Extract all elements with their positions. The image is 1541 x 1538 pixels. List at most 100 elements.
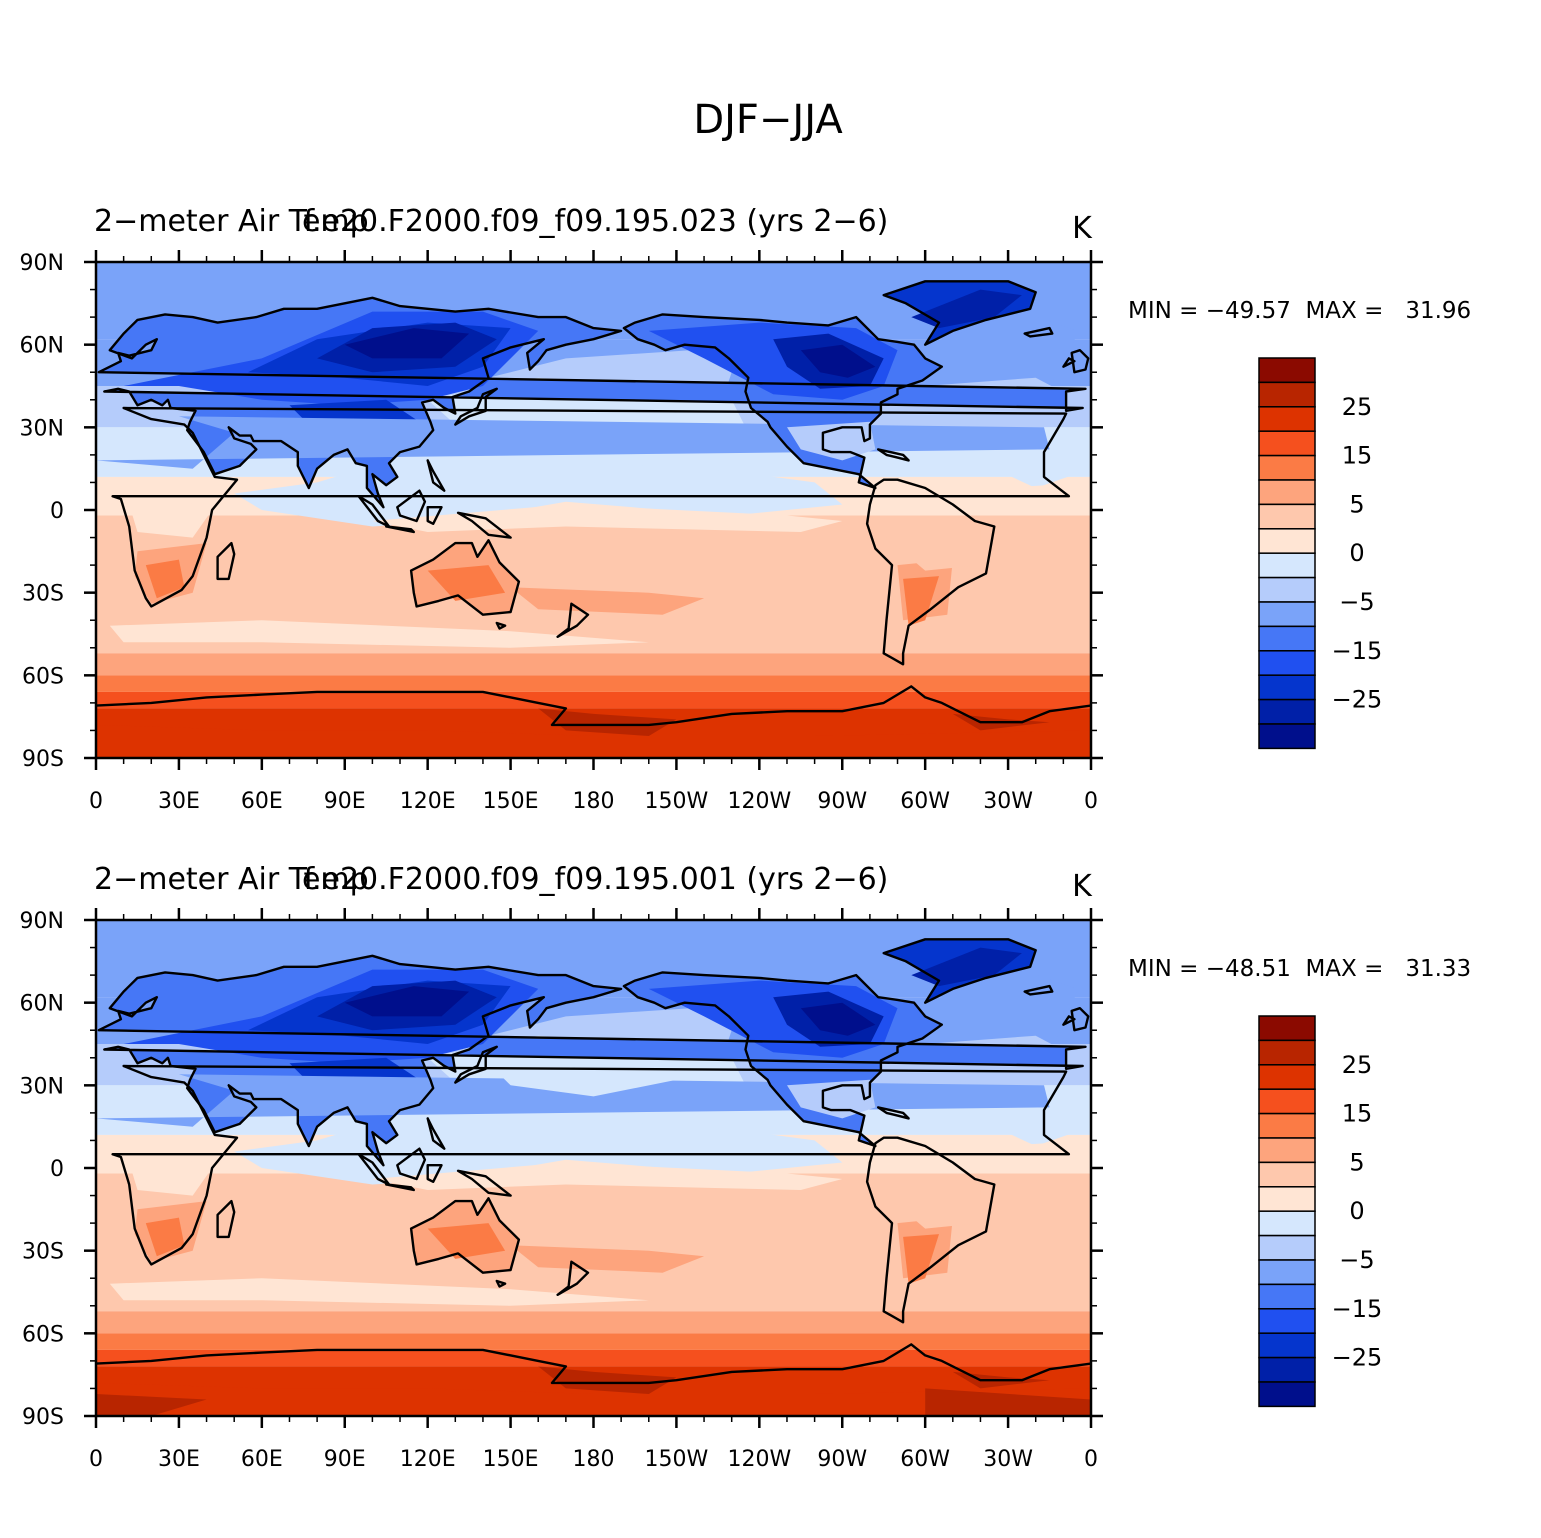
panel-left-title: 2−meter Air Temp [94,204,369,239]
contour-fill-region [925,311,1078,395]
x-tick-label: 60W [900,789,950,814]
x-tick-label: 150W [645,789,709,814]
contour-fill-region [510,1245,705,1273]
colorbar-swatch [1258,1088,1316,1115]
colorbar-swatch [1258,430,1316,457]
panel-center-title: f.e20.F2000.f09_f09.195.023 (yrs 2−6) [304,204,889,239]
colorbar-label: −25 [1332,1344,1383,1372]
contour-fill-region [129,1157,213,1196]
contour-fill-region [344,328,470,359]
y-tick-label: 0 [50,499,64,524]
colorbar-swatch [1258,698,1316,725]
contour-fill-region [538,1366,677,1394]
colorbar-swatch [1258,1234,1316,1261]
x-tick-label: 60E [241,789,283,814]
x-tick-label: 150E [483,789,539,814]
coastline-path [1070,1007,1090,1032]
contour-fill-region [925,969,1078,1053]
y-tick-label: 30S [22,1240,64,1265]
contour-fill-region [800,1002,876,1036]
coastline-path [96,1343,1091,1385]
colorbar-label: −15 [1332,637,1383,665]
contour-fill-region [109,1278,649,1306]
colorbar: 25 15 5 0 −5 −15 −25 [1258,357,1383,750]
coastlines [96,938,1091,1385]
y-tick-label: 60S [22,1322,64,1347]
coastline-path [97,296,1087,509]
x-tick-label: 90E [324,1447,366,1472]
x-tick-label: 60W [900,1447,950,1472]
y-tick-label: 90S [22,747,64,772]
x-tick-label: 150E [483,1447,539,1472]
colorbar-swatch [1258,723,1316,750]
panel-min-max-stats: MIN = −48.51 MAX = 31.33 [1128,956,1471,982]
coastline-path [882,280,1037,346]
x-tick-label: 120E [400,1447,456,1472]
colorbar-swatch [1258,601,1316,628]
colorbar-swatch [1258,381,1316,408]
colorbar-swatch [1258,406,1316,432]
y-tick-label: 0 [50,1157,64,1182]
colorbar-swatch [1258,479,1316,506]
y-tick-label: 90N [20,909,64,934]
contour-fill-region [96,1394,207,1416]
coastline-path [877,1106,910,1120]
x-tick-label: 180 [573,1447,615,1472]
colorbar-swatch [1258,454,1316,481]
coastline-path [426,459,446,492]
x-tick-label: 0 [1084,789,1098,814]
panel-min-max-stats: MIN = −49.57 MAX = 31.96 [1128,298,1471,324]
colorbar-swatch [1258,650,1316,676]
colorbar-swatch [1258,625,1316,652]
colorbar-label: −15 [1332,1295,1383,1323]
colorbar-swatch [1258,1332,1316,1359]
contour-fill-region [800,344,876,378]
contour-fill-region [1002,1140,1091,1174]
coastline-path [426,506,443,525]
coastline-path [409,1197,521,1274]
x-tick-label: 30W [983,789,1033,814]
contour-fill-region [880,523,981,571]
coastline-path [865,478,996,666]
contour-fill-region [145,1217,185,1257]
x-tick-label: 30W [983,1447,1033,1472]
contour-fill-region [880,1181,981,1229]
coastline-path [622,971,943,1148]
coastline-path [1070,349,1090,374]
y-tick-label: 90N [20,251,64,276]
colorbar-swatch [1258,1161,1316,1188]
x-tick-label: 90W [817,789,867,814]
contour-fill-region [925,1388,1091,1416]
colorbar-swatch [1258,1308,1316,1334]
coastline-path [409,539,521,616]
contour-fill-region [427,565,506,601]
x-tick-label: 60E [241,1447,283,1472]
colorbar-swatch [1258,1381,1316,1408]
coastline-path [622,313,943,490]
colorbar-label: 0 [1349,1197,1364,1225]
colorbar: 25 15 5 0 −5 −15 −25 [1258,1015,1383,1408]
colorbar-swatch [1258,1186,1316,1212]
colorbar-swatch [1258,576,1316,603]
x-tick-label: 120W [727,1447,791,1472]
x-tick-label: 30E [158,789,200,814]
y-tick-label: 60N [20,992,64,1017]
colorbar-label: 0 [1349,539,1364,567]
map-panel-bottom: 2−meter Air Temp f.e20.F2000.f09_f09.195… [20,862,1472,1472]
colorbar-label: 5 [1349,1148,1364,1176]
map-panel-top: 2−meter Air Temp f.e20.F2000.f09_f09.195… [20,204,1472,814]
contour-fill-region [1002,482,1091,516]
coastline-path [216,1199,236,1239]
x-tick-label: 0 [89,789,103,814]
coastline-path [385,1183,415,1192]
contour-fill-region [648,1294,787,1312]
colorbar-swatch [1258,1064,1316,1090]
coastline-path [1023,326,1054,338]
x-tick-label: 0 [1084,1447,1098,1472]
x-tick-label: 150W [645,1447,709,1472]
y-tick-label: 30N [20,416,64,441]
coastlines [96,280,1091,727]
coastline-path [1062,1015,1076,1026]
coastline-path [882,938,1037,1004]
